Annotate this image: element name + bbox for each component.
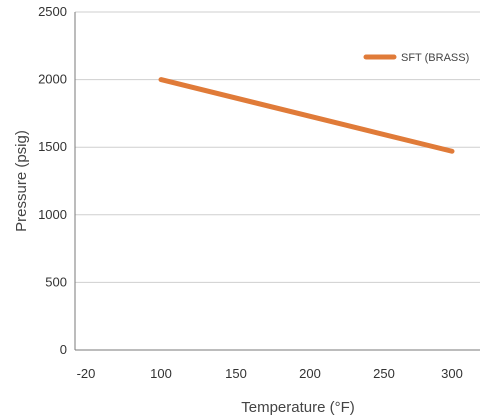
legend: SFT (BRASS) (363, 52, 469, 64)
x-axis-title: Temperature (°F) (241, 399, 355, 416)
x-tick-labels: -20 100 150 200 250 300 (77, 366, 463, 381)
series-lines (158, 77, 455, 154)
y-tick-label: 1000 (38, 207, 67, 222)
series-line (158, 77, 455, 154)
x-tick-label: 100 (150, 366, 172, 381)
x-tick-label: 200 (299, 366, 321, 381)
x-tick-label: 150 (225, 366, 247, 381)
legend-label: SFT (BRASS) (401, 52, 469, 64)
y-tick-label: 1500 (38, 139, 67, 154)
y-tick-labels: 0 500 1000 1500 2000 2500 (38, 4, 67, 357)
grid-lines (75, 11, 480, 283)
y-tick-label: 500 (45, 274, 67, 289)
y-tick-label: 2500 (38, 4, 67, 19)
y-tick-label: 2000 (38, 72, 67, 87)
x-tick-label: -20 (77, 366, 96, 381)
y-axis-title: Pressure (psig) (13, 130, 30, 232)
x-tick-label: 250 (373, 366, 395, 381)
x-tick-label: 300 (441, 366, 463, 381)
y-tick-label: 0 (60, 342, 67, 357)
